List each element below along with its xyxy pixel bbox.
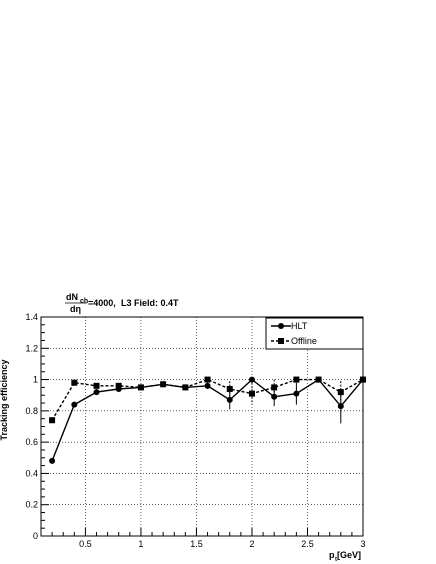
axes-layer: 0.5 1 1.5 2 2.5 3 0 0.2 0.4 0.6 0.8 1 1.2 1.4	[25, 312, 365, 549]
annotation-denominator: dη	[70, 304, 81, 314]
legend-marker-offline	[278, 338, 284, 344]
legend-marker-hlt	[278, 323, 284, 329]
hlt-point	[71, 401, 78, 408]
series-layer	[49, 376, 366, 464]
hlt-point	[49, 457, 56, 464]
legend-label-offline: Offline	[291, 336, 317, 346]
offline-point	[49, 417, 56, 424]
x-tick-label: 1	[138, 539, 143, 549]
y-tick-label: 0.6	[25, 437, 38, 447]
annotation-numerator-sub: ch	[80, 298, 88, 305]
legend-label-hlt: HLT	[291, 321, 308, 331]
x-tick-label: 0.5	[79, 539, 92, 549]
offline-point	[337, 389, 344, 396]
annotation-value: =4000,	[88, 298, 116, 308]
offline-series-line	[51, 378, 364, 421]
hlt-point	[271, 393, 278, 400]
y-tick-label: 0.4	[25, 468, 38, 478]
offline-point	[360, 376, 366, 383]
offline-point	[204, 376, 211, 383]
hlt-point	[93, 389, 100, 396]
y-tick-label: 0.2	[25, 500, 38, 510]
offline-point	[115, 382, 122, 389]
legend-box	[265, 317, 364, 350]
offline-point	[226, 385, 233, 392]
x-axis-title-sub: t	[335, 557, 337, 563]
grid-layer	[41, 317, 363, 536]
hlt-point	[204, 382, 211, 389]
legend: HLT Offline	[265, 317, 364, 350]
offline-point	[248, 390, 255, 397]
y-tick-label: 1	[33, 375, 38, 385]
offline-point	[93, 382, 100, 389]
x-axis-title-main: p	[329, 550, 335, 560]
offline-point	[315, 376, 322, 383]
annotation-field: L3 Field: 0.4T	[121, 298, 179, 308]
hlt-point	[226, 396, 233, 403]
x-axis-title-unit: [GeV]	[337, 550, 361, 560]
x-tick-label: 3	[360, 539, 365, 549]
hlt-point	[337, 403, 344, 410]
y-tick-label: 0	[33, 531, 38, 541]
offline-point	[182, 384, 189, 391]
hlt-point	[248, 376, 255, 383]
y-tick-label: 0.8	[25, 406, 38, 416]
y-tick-label: 1.4	[25, 312, 38, 322]
offline-point	[293, 376, 300, 383]
x-tick-label: 2.5	[301, 539, 314, 549]
offline-point	[137, 384, 144, 391]
offline-point	[71, 379, 78, 386]
y-axis-title: Tracking efficiency	[0, 359, 9, 440]
x-tick-label: 2	[249, 539, 254, 549]
offline-point	[271, 384, 278, 391]
annotation-numerator: dN	[66, 292, 78, 302]
plot-frame	[40, 316, 364, 537]
x-tick-label: 1.5	[190, 539, 203, 549]
y-tick-label: 1.2	[25, 343, 38, 353]
offline-point	[160, 381, 167, 388]
hlt-point	[293, 390, 300, 397]
